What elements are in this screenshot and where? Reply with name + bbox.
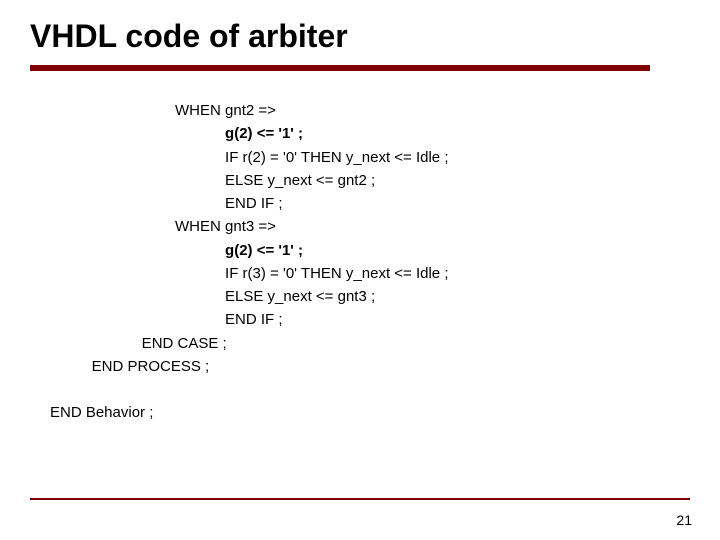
code-line: ELSE y_next <= gnt3 ; bbox=[50, 288, 375, 305]
code-line: END IF ; bbox=[50, 195, 283, 212]
code-indent bbox=[50, 242, 225, 259]
code-bold: g(2) <= '1' ; bbox=[225, 125, 303, 142]
code-line: IF r(3) = '0' THEN y_next <= Idle ; bbox=[50, 265, 449, 282]
code-indent bbox=[50, 125, 225, 142]
code-line: END PROCESS ; bbox=[50, 358, 209, 375]
code-line: WHEN gnt2 => bbox=[50, 102, 276, 119]
slide-title: VHDL code of arbiter bbox=[30, 18, 690, 55]
code-line: END Behavior ; bbox=[50, 404, 153, 421]
page-number: 21 bbox=[676, 512, 692, 528]
code-bold: g(2) <= '1' ; bbox=[225, 242, 303, 259]
code-line: END CASE ; bbox=[50, 335, 227, 352]
footer-line bbox=[30, 498, 690, 500]
code-line: g(2) <= '1' ; bbox=[50, 242, 303, 259]
code-block: WHEN gnt2 => g(2) <= '1' ; IF r(2) = '0'… bbox=[30, 99, 690, 425]
code-line: WHEN gnt3 => bbox=[50, 218, 276, 235]
title-underline bbox=[30, 65, 650, 71]
code-line: END IF ; bbox=[50, 311, 283, 328]
code-line: ELSE y_next <= gnt2 ; bbox=[50, 172, 375, 189]
slide-container: VHDL code of arbiter WHEN gnt2 => g(2) <… bbox=[0, 0, 720, 540]
code-line: IF r(2) = '0' THEN y_next <= Idle ; bbox=[50, 149, 449, 166]
code-line: g(2) <= '1' ; bbox=[50, 125, 303, 142]
